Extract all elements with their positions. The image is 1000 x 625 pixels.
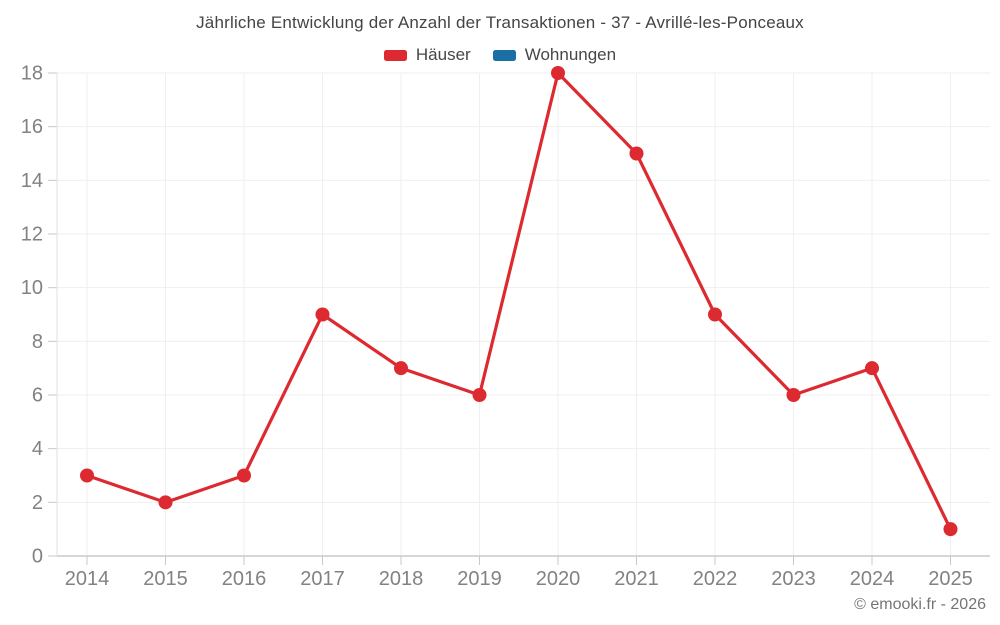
legend-item-hauser[interactable]: Häuser (383, 45, 471, 65)
svg-text:2019: 2019 (457, 568, 502, 590)
svg-text:2: 2 (32, 492, 43, 514)
wohnungen-series-swatch-icon (492, 49, 516, 61)
legend-label-hauser: Häuser (415, 45, 471, 64)
svg-text:4: 4 (32, 438, 43, 460)
chart-legend: Häuser Wohnungen (0, 45, 1000, 65)
copyright-credit: © emooki.fr - 2026 (854, 596, 986, 613)
svg-text:2022: 2022 (693, 568, 738, 590)
svg-text:2017: 2017 (300, 568, 345, 590)
svg-text:14: 14 (21, 170, 43, 192)
svg-text:2020: 2020 (536, 568, 581, 590)
svg-text:6: 6 (32, 385, 43, 407)
hauser-series-swatch-icon (383, 49, 407, 61)
legend-label-wohnungen: Wohnungen (524, 45, 617, 64)
svg-text:2025: 2025 (928, 568, 973, 590)
svg-text:16: 16 (21, 116, 43, 138)
legend-item-wohnungen[interactable]: Wohnungen (492, 45, 617, 65)
chart-title: Jährliche Entwicklung der Anzahl der Tra… (196, 13, 804, 32)
svg-text:2015: 2015 (143, 568, 188, 590)
svg-text:2021: 2021 (614, 568, 659, 590)
svg-text:8: 8 (32, 331, 43, 353)
svg-text:10: 10 (21, 277, 43, 299)
svg-text:2016: 2016 (222, 568, 267, 590)
svg-text:2018: 2018 (379, 568, 424, 590)
svg-text:2014: 2014 (65, 568, 110, 590)
svg-text:2023: 2023 (771, 568, 816, 590)
svg-text:18: 18 (21, 63, 43, 85)
svg-text:0: 0 (32, 546, 43, 568)
svg-text:2024: 2024 (850, 568, 895, 590)
svg-text:12: 12 (21, 224, 43, 246)
